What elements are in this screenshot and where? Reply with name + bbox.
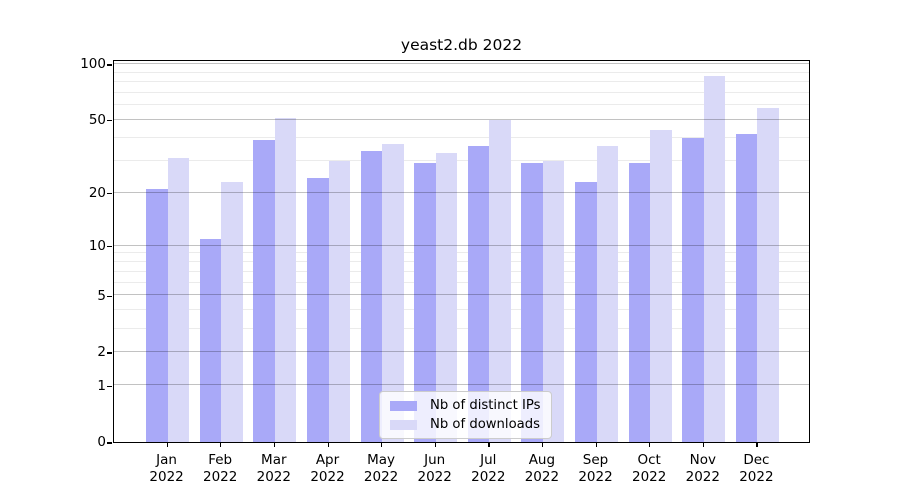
legend-item-distinct-ips: Nb of distinct IPs bbox=[390, 398, 541, 413]
x-tick-label-aug: Aug 2022 bbox=[524, 452, 560, 485]
chart-title: yeast2.db 2022 bbox=[400, 36, 523, 54]
y-tick-label: 10 bbox=[88, 237, 106, 254]
bar-jan-downloads bbox=[167, 158, 190, 442]
bar-jan-distinct-ips bbox=[146, 188, 168, 442]
y-tick-label: 100 bbox=[80, 56, 106, 73]
y-tick-mark bbox=[107, 120, 112, 122]
bar-oct-downloads bbox=[650, 130, 672, 442]
bar-may-distinct-ips bbox=[360, 150, 383, 442]
bar-jun-downloads bbox=[435, 153, 458, 442]
minor-gridlines bbox=[114, 61, 809, 442]
y-tick-label: 0 bbox=[97, 434, 106, 451]
y-tick-label: 2 bbox=[97, 344, 106, 361]
x-tick-mark bbox=[273, 442, 276, 447]
y-tick-mark bbox=[107, 442, 112, 444]
gridline-major bbox=[114, 294, 809, 296]
bar-feb-distinct-ips bbox=[199, 238, 222, 442]
plot-area: Nb of distinct IPs Nb of downloads bbox=[113, 60, 810, 443]
gridline-major bbox=[114, 191, 809, 193]
y-tick-label: 1 bbox=[97, 377, 106, 394]
bar-may-downloads bbox=[382, 144, 404, 442]
y-tick-label: 20 bbox=[88, 184, 106, 201]
bar-apr-distinct-ips bbox=[307, 178, 329, 442]
bar-dec-distinct-ips bbox=[735, 133, 758, 442]
bar-oct-distinct-ips bbox=[628, 163, 651, 442]
x-tick-mark bbox=[595, 442, 597, 447]
gridline-major bbox=[114, 351, 809, 352]
gridline-minor bbox=[114, 281, 809, 283]
x-tick-label-apr: Apr 2022 bbox=[310, 452, 345, 485]
x-tick-mark bbox=[649, 442, 651, 447]
bar-mar-distinct-ips bbox=[253, 139, 275, 442]
bar-jul-distinct-ips bbox=[467, 146, 490, 442]
legend-label-distinct-ips: Nb of distinct IPs bbox=[430, 398, 541, 413]
major-gridlines bbox=[114, 61, 809, 442]
gridline-minor bbox=[114, 91, 809, 93]
bar-sep-distinct-ips bbox=[575, 181, 597, 442]
bar-nov-downloads bbox=[703, 76, 726, 442]
x-tick-label-feb: Feb 2022 bbox=[203, 452, 238, 485]
gridline-minor bbox=[114, 159, 809, 161]
x-tick-mark bbox=[756, 442, 758, 447]
gridline-major bbox=[114, 63, 809, 64]
x-tick-label-sep: Sep 2022 bbox=[578, 452, 613, 485]
x-tick-mark bbox=[381, 442, 383, 447]
bar-dec-downloads bbox=[757, 108, 779, 442]
y-tick-mark bbox=[107, 245, 112, 248]
y-tick-mark bbox=[107, 295, 112, 297]
gridline-minor bbox=[114, 71, 809, 73]
x-tick-label-oct: Oct 2022 bbox=[632, 452, 667, 485]
bar-nov-distinct-ips bbox=[682, 137, 704, 442]
y-tick-label: 5 bbox=[97, 287, 106, 304]
gridline-minor bbox=[114, 309, 809, 311]
bar-jul-downloads bbox=[489, 120, 511, 442]
gridline-minor bbox=[114, 252, 809, 254]
legend-label-downloads: Nb of downloads bbox=[430, 417, 540, 432]
x-tick-mark bbox=[220, 442, 222, 447]
x-tick-label-mar: Mar 2022 bbox=[256, 452, 291, 485]
y-tick-mark bbox=[107, 192, 112, 195]
y-tick-label: 50 bbox=[88, 112, 106, 129]
legend-swatch-distinct-ips bbox=[390, 400, 417, 411]
x-tick-label-jul: Jul 2022 bbox=[471, 452, 506, 485]
x-tick-mark bbox=[488, 442, 490, 447]
x-tick-label-nov: Nov 2022 bbox=[685, 452, 720, 485]
x-tick-label-may: May 2022 bbox=[363, 452, 399, 485]
legend: Nb of distinct IPs Nb of downloads bbox=[379, 391, 552, 439]
bar-feb-downloads bbox=[221, 181, 243, 442]
gridline-minor bbox=[114, 81, 809, 83]
x-tick-mark bbox=[166, 442, 168, 447]
gridline-minor bbox=[114, 104, 809, 106]
gridline-minor bbox=[114, 327, 809, 329]
gridline-major bbox=[114, 384, 809, 386]
gridline-minor bbox=[114, 270, 809, 272]
bar-jun-distinct-ips bbox=[414, 163, 436, 442]
gridline-major bbox=[114, 119, 809, 120]
x-tick-label-jan: Jan 2022 bbox=[149, 452, 184, 485]
x-tick-mark bbox=[327, 442, 329, 447]
bar-apr-downloads bbox=[328, 160, 350, 442]
bar-aug-downloads bbox=[542, 160, 565, 442]
x-tick-mark bbox=[702, 442, 705, 447]
legend-item-downloads: Nb of downloads bbox=[390, 417, 541, 432]
gridline-minor bbox=[114, 261, 809, 262]
bars-layer bbox=[114, 61, 809, 442]
bar-aug-distinct-ips bbox=[521, 163, 543, 442]
gridline-minor bbox=[114, 136, 809, 138]
x-tick-label-jun: Jun 2022 bbox=[417, 452, 452, 485]
y-tick-mark bbox=[107, 64, 112, 66]
bar-mar-downloads bbox=[274, 118, 297, 442]
x-tick-mark bbox=[434, 442, 436, 447]
legend-swatch-downloads bbox=[390, 419, 417, 430]
bar-sep-downloads bbox=[596, 146, 618, 442]
x-tick-mark bbox=[541, 442, 544, 447]
y-tick-mark bbox=[107, 352, 112, 354]
y-tick-mark bbox=[107, 385, 112, 387]
gridline-major bbox=[114, 244, 809, 246]
x-tick-label-dec: Dec 2022 bbox=[739, 452, 774, 485]
